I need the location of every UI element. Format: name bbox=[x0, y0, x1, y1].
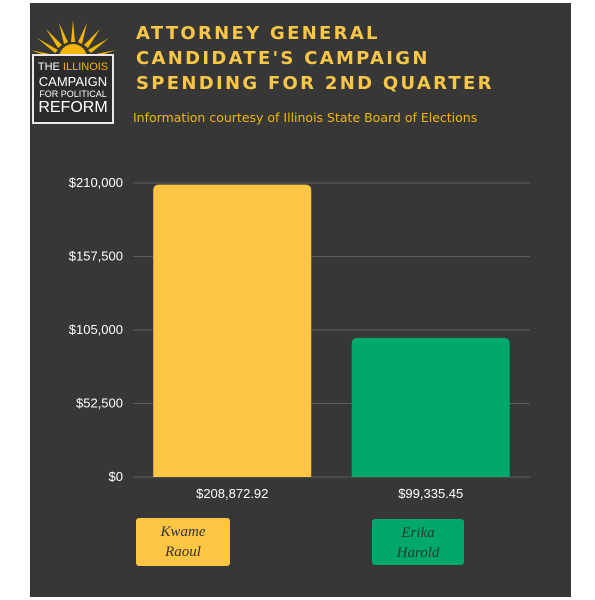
y-tick-label: $52,500 bbox=[76, 396, 123, 411]
y-tick-label: $105,000 bbox=[69, 322, 123, 337]
bar-value-label: $99,335.45 bbox=[398, 486, 463, 501]
logo-line-4: REFORM bbox=[38, 99, 108, 116]
category-label-erika-harold: Erika Harold bbox=[372, 519, 464, 565]
bar-kwame-raoul bbox=[153, 184, 312, 477]
source-subtitle: Information courtesy of Illinois State B… bbox=[133, 110, 478, 125]
page-title: ATTORNEY GENERAL CANDIDATE'S CAMPAIGN SP… bbox=[136, 21, 536, 96]
y-tick-label: $210,000 bbox=[69, 175, 123, 190]
title-line-2: CANDIDATE'S CAMPAIGN bbox=[136, 48, 430, 69]
logo-line-2: CAMPAIGN bbox=[38, 74, 108, 89]
logo-line-1: THE ILLINOIS bbox=[37, 61, 109, 73]
bar-erika-harold bbox=[351, 337, 510, 477]
logo-line-3: FOR POLITICAL bbox=[39, 89, 107, 99]
title-line-3: SPENDING FOR 2ND QUARTER bbox=[136, 73, 494, 94]
logo-text-box: THE ILLINOIS CAMPAIGN FOR POLITICAL REFO… bbox=[32, 54, 114, 124]
y-tick-label: $0 bbox=[109, 469, 123, 484]
y-tick-label: $157,500 bbox=[69, 249, 123, 264]
campaign-reform-logo: THE ILLINOIS CAMPAIGN FOR POLITICAL REFO… bbox=[28, 20, 118, 128]
title-line-1: ATTORNEY GENERAL bbox=[136, 23, 380, 44]
category-label-kwame-raoul: Kwame Raoul bbox=[136, 518, 230, 566]
bar-value-label: $208,872.92 bbox=[196, 486, 268, 501]
